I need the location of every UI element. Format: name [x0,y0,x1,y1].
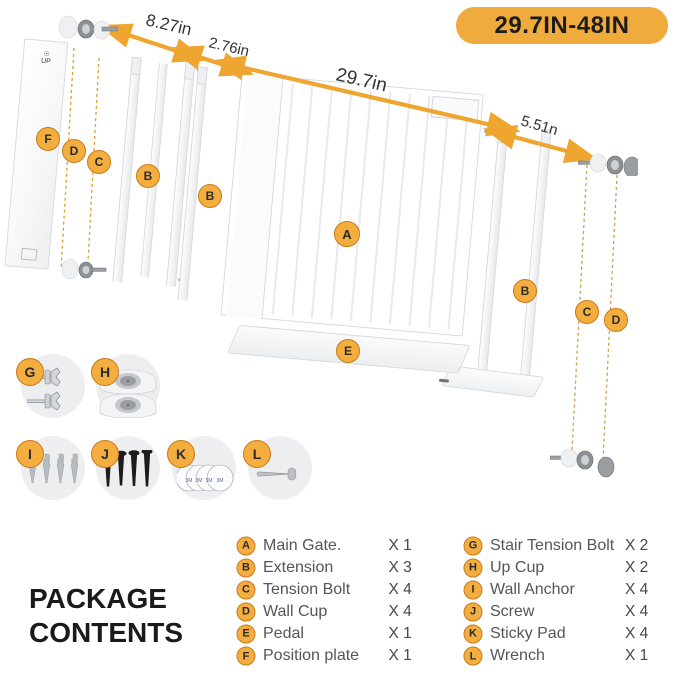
svg-text:3M: 3M [196,478,203,484]
svg-text:3M: 3M [206,478,213,484]
svg-text:3M: 3M [217,478,224,484]
svg-text:3M: 3M [186,478,193,484]
